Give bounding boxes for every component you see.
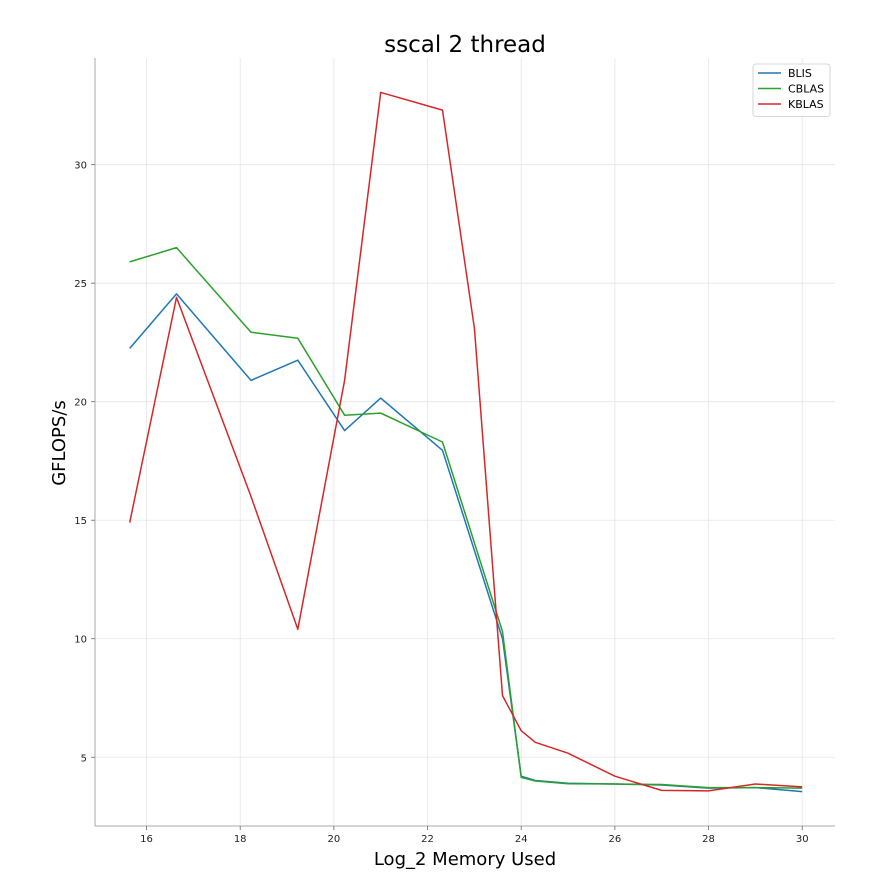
legend-label-kblas: KBLAS [788, 98, 824, 111]
series-lines [128, 91, 803, 793]
y-tick-label: 10 [74, 635, 87, 646]
x-tick-label: 26 [609, 834, 622, 845]
grid [95, 58, 835, 826]
axis-ticks: 16 18 20 22 24 26 28 30 5 10 15 20 25 30 [74, 161, 808, 845]
legend-label-blis: BLIS [788, 67, 812, 80]
y-tick-label: 15 [74, 516, 87, 527]
legend: BLIS CBLAS KBLAS [752, 63, 831, 117]
y-tick-label: 20 [74, 398, 87, 409]
axes-spines [94, 58, 835, 827]
x-tick-label: 20 [327, 834, 340, 845]
x-axis-label: Log_2 Memory Used [374, 849, 556, 870]
legend-label-cblas: CBLAS [788, 83, 824, 96]
x-tick-label: 28 [702, 834, 715, 845]
y-axis-label: GFLOPS/s [49, 400, 70, 486]
series-line-kblas [128, 91, 803, 792]
y-tick-label: 25 [74, 279, 87, 290]
x-tick-label: 24 [515, 834, 528, 845]
x-tick-label: 22 [421, 834, 434, 845]
series-line-cblas [129, 246, 803, 789]
y-tick-label: 5 [81, 753, 87, 764]
series-line-blis [129, 293, 803, 793]
x-tick-label: 18 [234, 834, 247, 845]
chart-title: sscal 2 thread [384, 32, 546, 58]
y-tick-label: 30 [74, 161, 87, 172]
x-tick-label: 16 [140, 834, 153, 845]
x-tick-label: 30 [796, 834, 809, 845]
